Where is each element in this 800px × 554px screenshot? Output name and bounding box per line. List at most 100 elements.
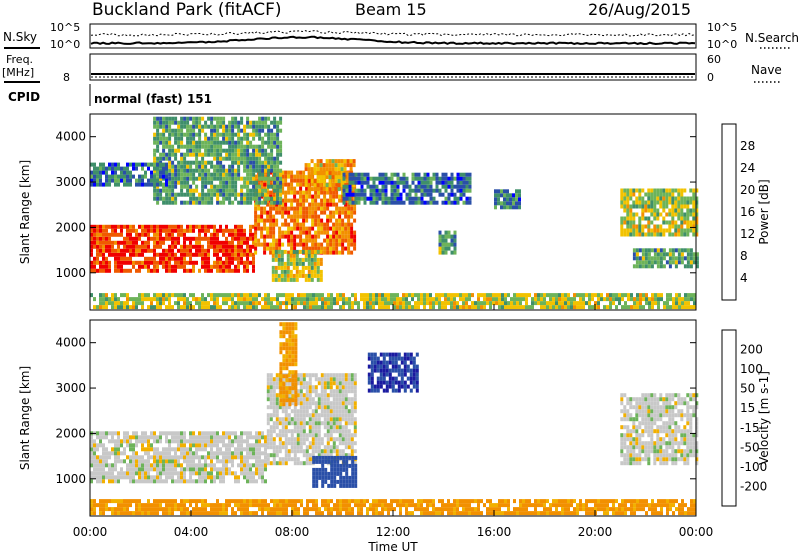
range-cell: [186, 467, 189, 472]
range-cell: [183, 180, 187, 185]
range-cell: [339, 297, 342, 302]
range-cell: [668, 220, 672, 225]
range-cell: [671, 200, 675, 205]
range-cell: [279, 301, 282, 306]
range-cell: [111, 467, 114, 472]
range-cell: [453, 176, 457, 181]
range-cell: [293, 198, 297, 203]
range-cell: [311, 401, 315, 406]
range-cell: [180, 180, 184, 185]
range-cell: [647, 260, 651, 265]
range-cell: [177, 168, 181, 173]
range-cell: [347, 234, 351, 239]
range-cell: [198, 172, 202, 177]
range-cell: [320, 453, 324, 458]
range-cell: [683, 188, 687, 193]
range-cell: [246, 176, 250, 181]
range-cell: [291, 346, 295, 351]
range-cell: [450, 293, 453, 298]
range-cell: [201, 439, 204, 444]
range-cell: [93, 162, 96, 167]
range-cell: [183, 228, 186, 233]
range-cell: [108, 244, 111, 249]
range-cell: [308, 413, 312, 418]
range-cell: [275, 210, 279, 215]
range-cell: [525, 297, 528, 302]
range-cell: [273, 156, 277, 161]
range-cell: [615, 297, 618, 302]
range-cell: [258, 116, 262, 121]
range-cell: [225, 172, 229, 177]
range-cell: [341, 429, 345, 434]
range-cell: [108, 463, 111, 468]
range-cell: [216, 244, 219, 249]
range-cell: [686, 208, 690, 213]
range-cell: [156, 132, 160, 137]
range-cell: [162, 451, 165, 456]
range-cell: [323, 202, 327, 207]
range-cell: [350, 206, 354, 211]
range-cell: [234, 305, 237, 310]
range-cell: [304, 249, 308, 254]
range-cell: [240, 435, 243, 440]
range-cell: [186, 168, 190, 173]
range-cell: [320, 385, 324, 390]
range-cell: [123, 293, 126, 298]
range-cell: [102, 447, 105, 452]
range-cell: [186, 124, 190, 129]
range-cell: [168, 180, 172, 185]
range-cell: [638, 200, 642, 205]
range-cell: [281, 445, 285, 450]
range-cell: [659, 196, 663, 201]
range-cell: [323, 397, 327, 402]
range-cell: [275, 246, 279, 251]
range-cell: [168, 136, 172, 141]
range-cell: [332, 409, 336, 414]
range-cell: [102, 244, 105, 249]
range-cell: [237, 232, 240, 237]
range-cell: [198, 192, 202, 197]
range-cell: [310, 253, 314, 258]
range-cell: [225, 124, 229, 129]
range-cell: [267, 116, 271, 121]
range-cell: [273, 120, 277, 125]
range-cell: [378, 293, 381, 298]
range-cell: [326, 417, 330, 422]
range-cell: [336, 301, 339, 306]
range-cell: [384, 176, 388, 181]
range-cell: [267, 156, 271, 161]
range-cell: [269, 214, 273, 219]
range-cell: [296, 429, 300, 434]
range-cell: [350, 453, 354, 458]
range-cell: [105, 475, 108, 480]
range-cell: [314, 373, 318, 378]
range-cell: [180, 164, 184, 169]
range-cell: [287, 186, 291, 191]
range-cell: [156, 124, 160, 129]
range-cell: [249, 455, 252, 460]
range-cell: [350, 250, 354, 255]
range-cell: [314, 429, 318, 434]
range-cell: [123, 170, 126, 175]
range-cell: [144, 293, 147, 298]
range-cell: [231, 236, 234, 241]
range-cell: [353, 461, 357, 466]
range-cell: [620, 232, 624, 237]
range-cell: [266, 389, 270, 394]
range-cell: [329, 214, 333, 219]
range-cell: [159, 260, 162, 265]
range-cell: [222, 471, 225, 476]
range-cell: [323, 250, 327, 255]
range-cell: [408, 196, 412, 201]
range-cell: [347, 397, 351, 402]
range-cell: [686, 224, 690, 229]
range-cell: [585, 301, 588, 306]
range-cell: [269, 393, 273, 398]
range-cell: [120, 268, 123, 273]
range-cell: [681, 297, 684, 302]
range-cell: [99, 293, 102, 298]
range-cell: [234, 196, 238, 201]
range-cell: [269, 413, 273, 418]
range-cell: [299, 425, 303, 430]
range-cell: [99, 435, 102, 440]
